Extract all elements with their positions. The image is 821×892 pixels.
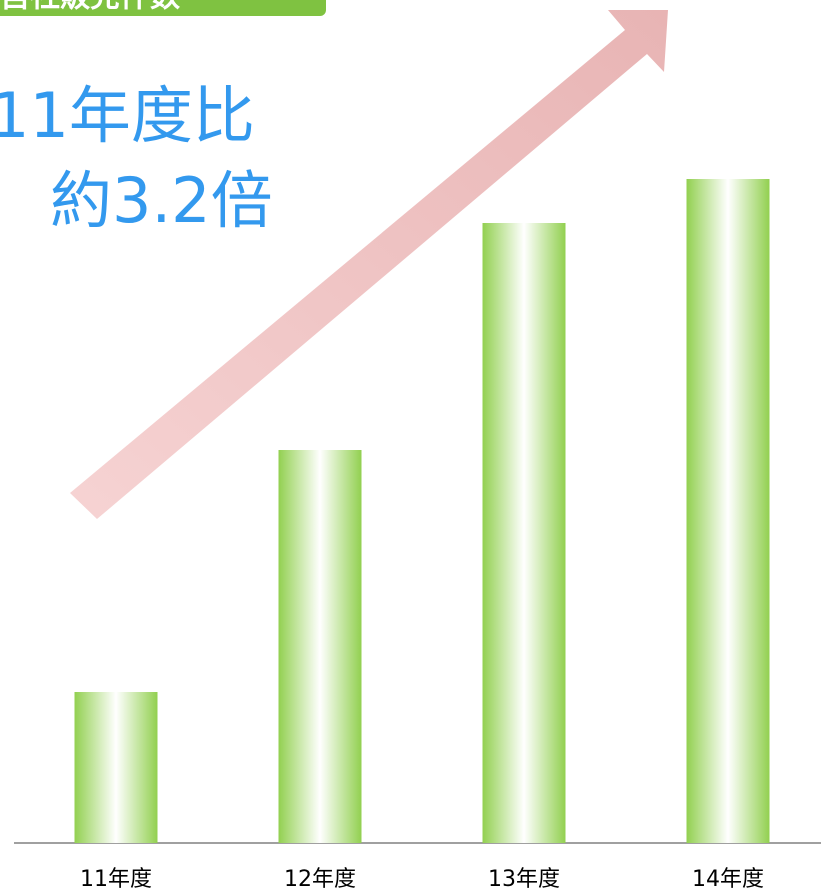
- title-badge: [0, 0, 326, 16]
- chart-title: 自社販売件数: [0, 0, 181, 15]
- x-tick-label: 14年度: [692, 867, 764, 892]
- annotation: 11年度比: [0, 79, 255, 152]
- bar: [278, 450, 362, 843]
- bar: [74, 692, 158, 843]
- bar: [482, 223, 566, 843]
- x-tick-label: 13年度: [488, 867, 560, 892]
- x-tick-label: 12年度: [284, 867, 356, 892]
- trend-arrow: [70, 10, 668, 519]
- x-tick-label: 11年度: [80, 867, 152, 892]
- annotation: 約3.2倍: [50, 164, 273, 237]
- bar: [686, 179, 770, 843]
